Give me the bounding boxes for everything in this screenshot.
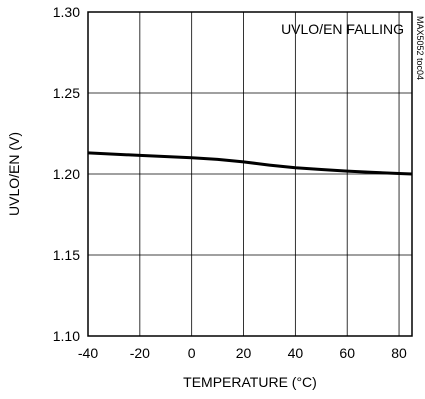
x-tick-label: -20 <box>130 345 150 361</box>
y-tick-label: 1.15 <box>53 247 80 263</box>
x-axis-title: TEMPERATURE (°C) <box>183 374 317 390</box>
x-tick-label: 40 <box>288 345 304 361</box>
x-tick-label: 80 <box>391 345 407 361</box>
y-tick-label: 1.30 <box>53 4 80 20</box>
grid-lines <box>88 12 412 336</box>
y-tick-label: 1.25 <box>53 85 80 101</box>
tick-labels: -40 -20 0 20 40 60 80 1.10 1.15 1.20 1.25 1.30 <box>53 4 407 361</box>
y-tick-label: 1.20 <box>53 166 80 182</box>
series-group <box>87 151 413 176</box>
x-tick-label: -40 <box>78 345 98 361</box>
x-tick-label: 0 <box>188 345 196 361</box>
series-line <box>87 151 413 176</box>
y-axis-title: UVLO/EN (V) <box>6 132 22 216</box>
x-tick-label: 20 <box>236 345 252 361</box>
annotation-label: UVLO/EN FALLING <box>281 21 404 37</box>
y-tick-label: 1.10 <box>53 328 80 344</box>
figure-id-label: MAX5052 toc04 <box>415 16 425 80</box>
x-tick-label: 60 <box>339 345 355 361</box>
